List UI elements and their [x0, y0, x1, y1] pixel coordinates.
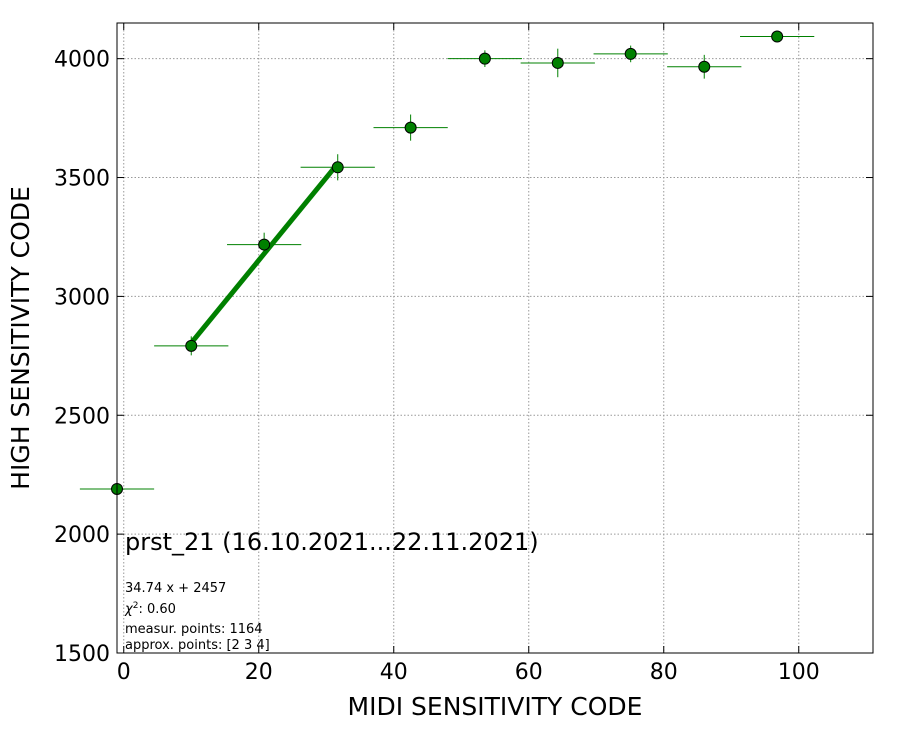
- data-point: [624, 47, 637, 60]
- plot-frame: [116, 22, 874, 654]
- grid: [117, 23, 873, 654]
- data-point: [771, 30, 784, 43]
- data-point-group: [300, 154, 375, 181]
- fit-equation: 34.74 x + 2457: [125, 581, 226, 596]
- data-point: [331, 161, 344, 174]
- data-point-group: [740, 30, 815, 43]
- data-point-group: [667, 54, 742, 79]
- data-point-group: [520, 48, 595, 78]
- x-tick-label: 80: [650, 660, 678, 685]
- data-point: [551, 56, 564, 69]
- data-point: [698, 60, 711, 73]
- ticks: 0 20 40 60 80 100 1500 2000 2500 3000 3500 4000: [54, 23, 873, 685]
- y-tick-label: 4000: [54, 48, 110, 73]
- x-tick-label: 20: [245, 660, 273, 685]
- y-axis-label: HIGH SENSITIVITY CODE: [6, 186, 35, 490]
- measur-points-annotation: measur. points: 1164: [125, 622, 263, 637]
- data-point: [185, 339, 198, 352]
- y-tick-label: 1500: [54, 642, 110, 667]
- data-point-group: [373, 114, 448, 141]
- data-point-group: [593, 45, 668, 63]
- data-point-group: [227, 232, 302, 257]
- chart-title: prst_21 (16.10.2021...22.11.2021): [125, 528, 539, 556]
- approx-points-annotation: approx. points: [2 3 4]: [125, 638, 270, 653]
- data-point: [404, 121, 417, 134]
- x-tick-label: 100: [778, 660, 820, 685]
- y-tick-label: 2500: [54, 404, 110, 429]
- data-point-group: [447, 50, 522, 67]
- data-point: [478, 52, 491, 65]
- x-tick-label: 60: [515, 660, 543, 685]
- x-tick-label: 0: [117, 660, 131, 685]
- x-axis-label: MIDI SENSITIVITY CODE: [348, 692, 643, 721]
- data-point-group: [154, 336, 229, 356]
- y-tick-label: 3000: [54, 285, 110, 310]
- data-point: [258, 238, 271, 251]
- data-points: [79, 30, 815, 495]
- y-tick-label: 2000: [54, 523, 110, 548]
- y-tick-label: 3500: [54, 167, 110, 192]
- chi-square-annotation: χ2: 0.60: [124, 601, 176, 617]
- x-tick-label: 40: [380, 660, 408, 685]
